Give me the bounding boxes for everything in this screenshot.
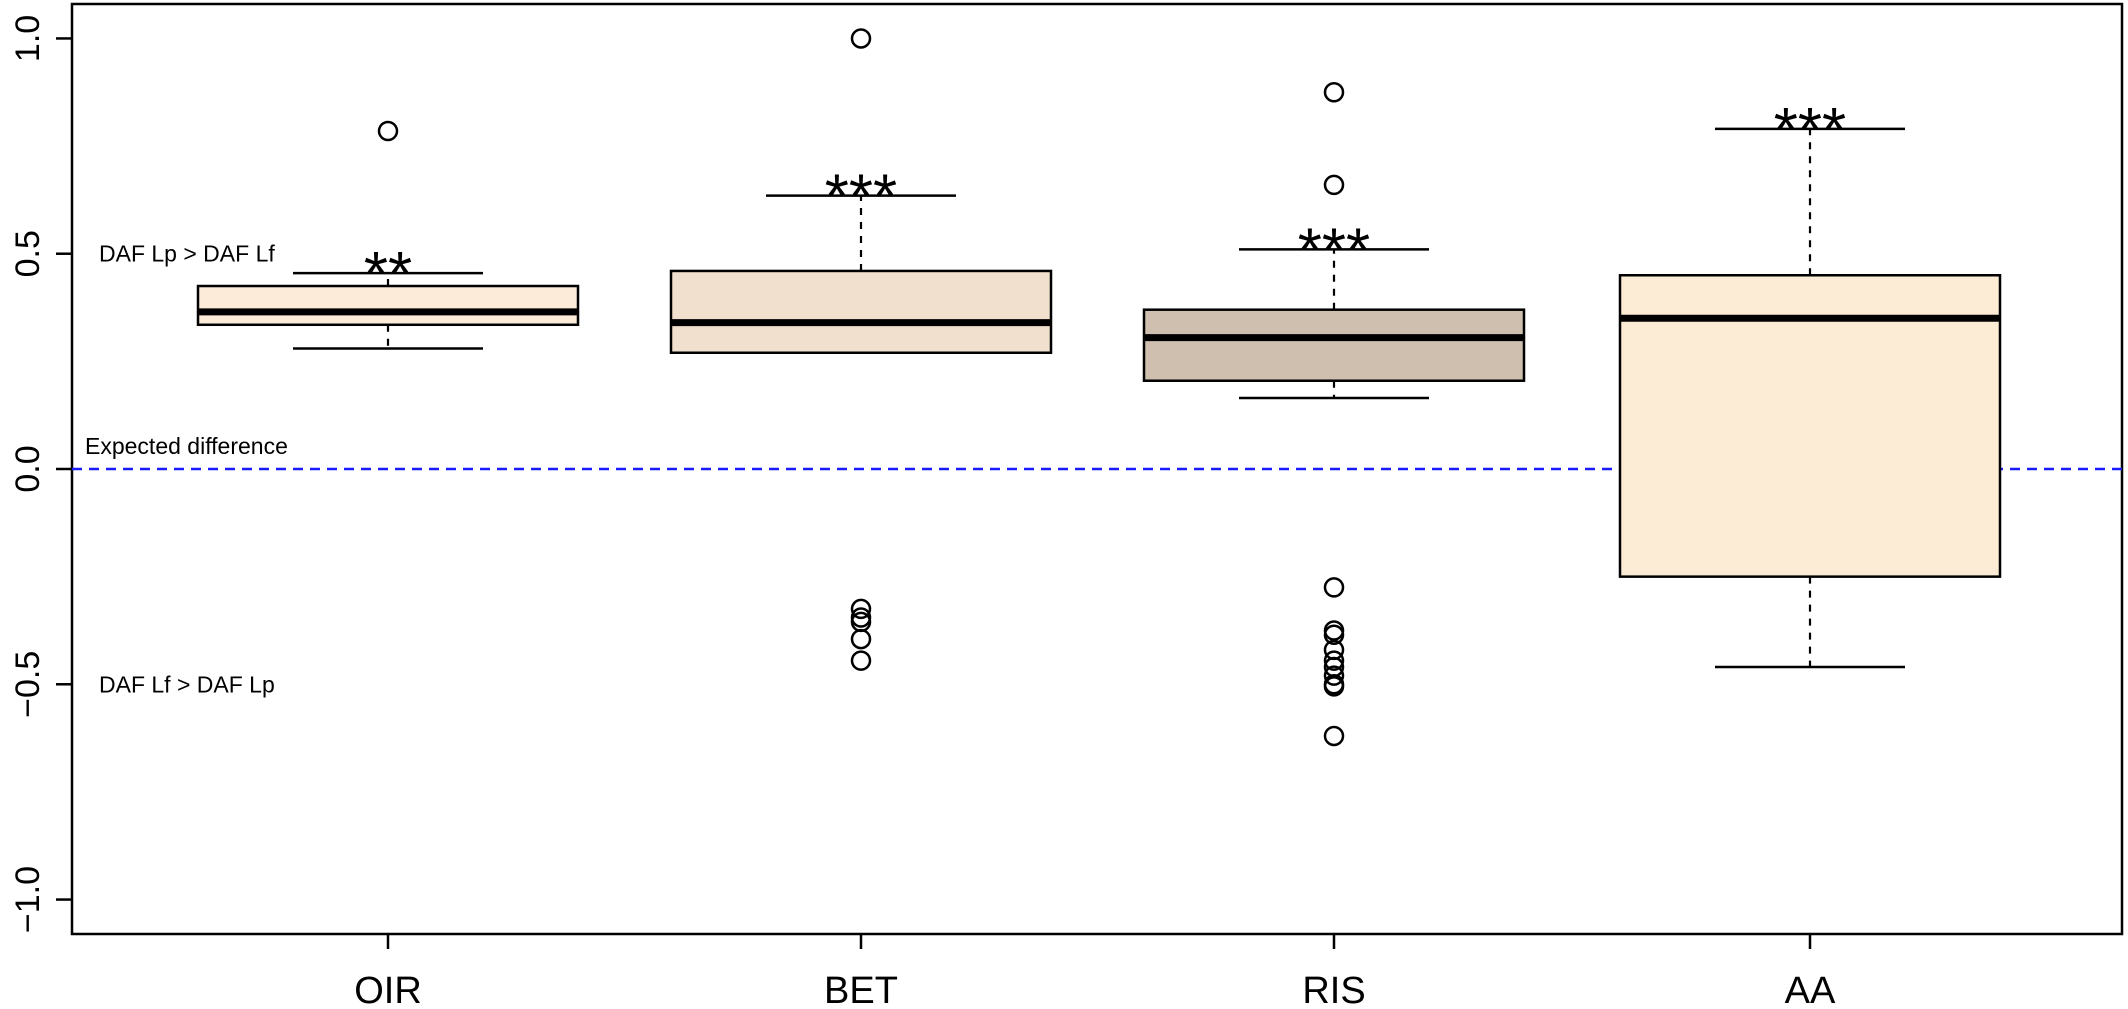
region-label: DAF Lf > DAF Lp bbox=[99, 671, 275, 697]
outlier-point bbox=[850, 611, 872, 633]
outlier-point bbox=[850, 598, 872, 620]
y-tick-label: 0.0 bbox=[9, 445, 47, 492]
region-label: DAF Lp > DAF Lf bbox=[99, 241, 275, 267]
outlier-point bbox=[1323, 676, 1345, 697]
significance-label: *** bbox=[1774, 96, 1846, 165]
outlier-point bbox=[1323, 577, 1345, 598]
iqr-box bbox=[1142, 308, 1526, 382]
outlier-point bbox=[850, 628, 872, 650]
x-tick-label: OIR bbox=[354, 970, 422, 1009]
y-axis: −1.0 −0.5 0.0 0.5 1.0 bbox=[9, 15, 72, 933]
outlier-point bbox=[850, 28, 872, 49]
box-ris: *** bbox=[1142, 82, 1526, 747]
iqr-box bbox=[196, 284, 580, 327]
box-aa: *** bbox=[1618, 96, 2002, 669]
x-tick-label: RIS bbox=[1302, 970, 1365, 1009]
outlier-point bbox=[1323, 82, 1345, 103]
significance-label: ** bbox=[364, 240, 412, 309]
outlier-point bbox=[377, 120, 399, 142]
significance-label: *** bbox=[825, 163, 897, 232]
x-tick-label: AA bbox=[1785, 970, 1836, 1009]
x-axis: OIR BET RIS AA bbox=[354, 934, 1836, 1009]
outlier-point bbox=[1323, 665, 1345, 686]
box-oir: ** bbox=[196, 120, 580, 350]
y-tick-label: −1.0 bbox=[9, 866, 47, 933]
outlier-point bbox=[850, 650, 872, 671]
significance-label: *** bbox=[1298, 216, 1370, 285]
outlier-point bbox=[1323, 650, 1345, 671]
outlier-point bbox=[1323, 620, 1345, 641]
y-tick-label: 1.0 bbox=[9, 15, 47, 62]
x-tick-label: BET bbox=[824, 970, 898, 1009]
box-bet: *** bbox=[669, 28, 1053, 671]
outlier-point bbox=[1323, 174, 1345, 196]
outlier-point bbox=[1323, 725, 1345, 747]
boxes-group: *********** bbox=[196, 28, 2002, 747]
y-tick-label: −0.5 bbox=[9, 651, 47, 718]
iqr-box bbox=[1618, 274, 2002, 578]
y-tick-label: 0.5 bbox=[9, 230, 47, 277]
region-labels-group: DAF Lp > DAF Lf DAF Lf > DAF Lp bbox=[99, 241, 275, 698]
outlier-point bbox=[1323, 624, 1345, 646]
reference-line-label: Expected difference bbox=[85, 433, 288, 459]
iqr-box bbox=[669, 269, 1053, 355]
